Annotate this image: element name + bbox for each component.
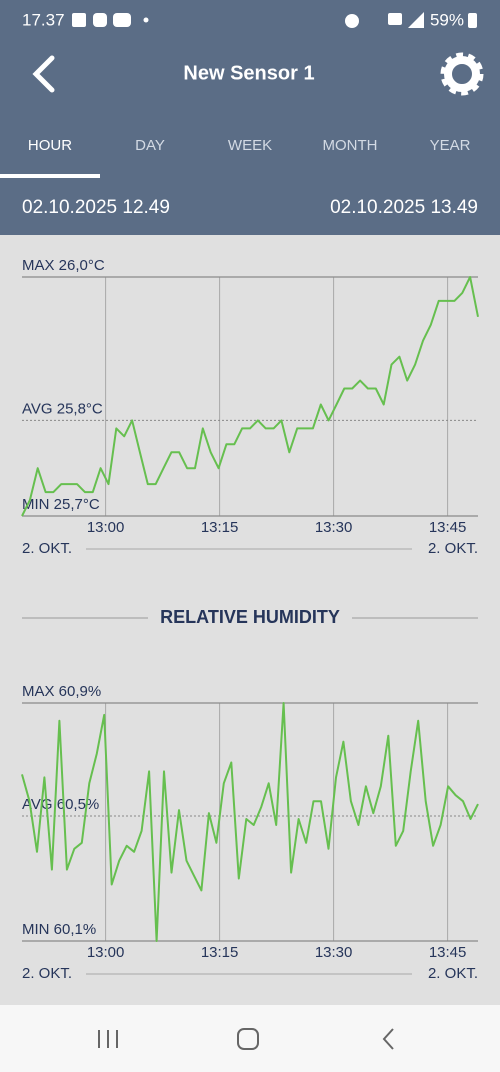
date-right: 2. OKT. bbox=[428, 965, 478, 982]
x-tick-label: 13:15 bbox=[201, 519, 239, 536]
date-right: 2. OKT. bbox=[428, 540, 478, 557]
x-tick-label: 13:45 bbox=[429, 944, 467, 961]
tab[interactable]: HOUR bbox=[28, 137, 72, 154]
tab[interactable]: DAY bbox=[135, 137, 165, 154]
min-label: MIN 60,1% bbox=[22, 921, 96, 938]
data-line bbox=[21, 276, 479, 517]
data-line bbox=[21, 702, 479, 942]
section-title: RELATIVE HUMIDITY bbox=[160, 607, 340, 627]
max-label: MAX 26,0°C bbox=[22, 257, 105, 274]
x-tick-label: 13:00 bbox=[87, 944, 125, 961]
x-tick-label: 13:30 bbox=[315, 519, 353, 536]
min-label: MIN 25,7°C bbox=[22, 496, 100, 513]
x-tick-label: 13:15 bbox=[201, 944, 239, 961]
tab[interactable]: WEEK bbox=[228, 137, 272, 154]
status-battery: 59% bbox=[430, 10, 464, 29]
range-end: 02.10.2025 13.49 bbox=[330, 197, 478, 218]
screen-title: New Sensor 1 bbox=[183, 62, 314, 84]
status-time: 17.37 bbox=[22, 10, 65, 29]
tab-indicator bbox=[0, 174, 100, 178]
avg-label: AVG 25,8°C bbox=[22, 400, 103, 417]
app-header-bg bbox=[0, 0, 500, 235]
nav-recent[interactable] bbox=[98, 1030, 118, 1048]
range-start: 02.10.2025 12.49 bbox=[22, 197, 170, 218]
settings-button[interactable] bbox=[440, 52, 484, 96]
nav-home[interactable] bbox=[237, 1028, 259, 1050]
nav-icons bbox=[98, 1028, 394, 1050]
max-label: MAX 60,9% bbox=[22, 683, 101, 700]
nav-bar bbox=[0, 1005, 500, 1072]
status-icons bbox=[72, 12, 477, 28]
x-tick-label: 13:30 bbox=[315, 944, 353, 961]
x-tick-label: 13:45 bbox=[429, 519, 467, 536]
tab[interactable]: MONTH bbox=[323, 137, 378, 154]
date-left: 2. OKT. bbox=[22, 965, 72, 982]
nav-back[interactable] bbox=[382, 1028, 394, 1050]
date-left: 2. OKT. bbox=[22, 540, 72, 557]
back-button[interactable] bbox=[32, 55, 55, 93]
tab[interactable]: YEAR bbox=[430, 137, 471, 154]
x-tick-label: 13:00 bbox=[87, 519, 125, 536]
